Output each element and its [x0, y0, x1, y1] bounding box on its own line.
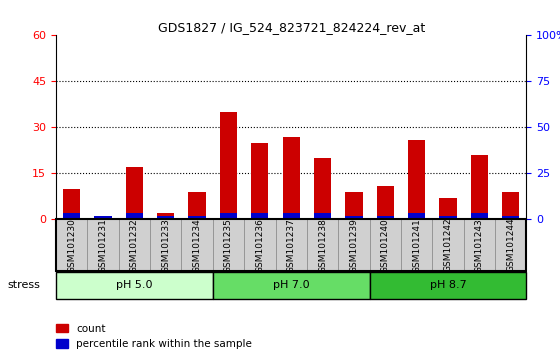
Bar: [346, 192, 362, 219]
Bar: [408, 140, 425, 219]
Text: GSM101240: GSM101240: [381, 218, 390, 273]
FancyBboxPatch shape: [213, 272, 370, 299]
FancyBboxPatch shape: [307, 219, 338, 271]
FancyBboxPatch shape: [244, 219, 276, 271]
Text: GSM101234: GSM101234: [193, 218, 202, 273]
Bar: [157, 213, 174, 219]
Bar: [471, 213, 488, 219]
Bar: [346, 216, 362, 219]
FancyBboxPatch shape: [495, 219, 526, 271]
Bar: [220, 213, 237, 219]
Text: GSM101232: GSM101232: [130, 218, 139, 273]
Text: pH 5.0: pH 5.0: [116, 280, 153, 290]
Bar: [283, 137, 300, 219]
Text: GSM101235: GSM101235: [224, 218, 233, 273]
FancyBboxPatch shape: [464, 219, 495, 271]
Bar: [251, 213, 268, 219]
Title: GDS1827 / IG_524_823721_824224_rev_at: GDS1827 / IG_524_823721_824224_rev_at: [157, 21, 425, 34]
FancyBboxPatch shape: [119, 219, 150, 271]
FancyBboxPatch shape: [181, 219, 213, 271]
FancyBboxPatch shape: [150, 219, 181, 271]
FancyBboxPatch shape: [276, 219, 307, 271]
Bar: [95, 216, 111, 219]
Bar: [189, 216, 206, 219]
Text: GSM101244: GSM101244: [506, 218, 515, 273]
FancyBboxPatch shape: [87, 219, 119, 271]
Bar: [126, 167, 143, 219]
FancyBboxPatch shape: [56, 219, 87, 271]
Text: GSM101242: GSM101242: [444, 218, 452, 273]
Bar: [408, 213, 425, 219]
Bar: [440, 198, 456, 219]
Bar: [251, 143, 268, 219]
FancyBboxPatch shape: [213, 219, 244, 271]
FancyBboxPatch shape: [56, 272, 213, 299]
FancyBboxPatch shape: [432, 219, 464, 271]
Text: GSM101237: GSM101237: [287, 218, 296, 273]
Text: pH 7.0: pH 7.0: [273, 280, 310, 290]
Text: GSM101238: GSM101238: [318, 218, 327, 273]
Legend: count, percentile rank within the sample: count, percentile rank within the sample: [55, 324, 253, 349]
Bar: [220, 112, 237, 219]
FancyBboxPatch shape: [338, 219, 370, 271]
Text: stress: stress: [7, 280, 40, 290]
Bar: [377, 186, 394, 219]
Text: pH 8.7: pH 8.7: [430, 280, 466, 290]
Text: GSM101233: GSM101233: [161, 218, 170, 273]
Text: GSM101239: GSM101239: [349, 218, 358, 273]
Text: GSM101241: GSM101241: [412, 218, 421, 273]
Text: GSM101236: GSM101236: [255, 218, 264, 273]
Bar: [283, 213, 300, 219]
Bar: [126, 213, 143, 219]
Bar: [440, 216, 456, 219]
Bar: [314, 213, 331, 219]
Bar: [502, 216, 519, 219]
Text: GSM101243: GSM101243: [475, 218, 484, 273]
Text: GSM101230: GSM101230: [67, 218, 76, 273]
Bar: [63, 189, 80, 219]
Bar: [157, 216, 174, 219]
Bar: [63, 213, 80, 219]
FancyBboxPatch shape: [401, 219, 432, 271]
Bar: [314, 158, 331, 219]
Text: GSM101231: GSM101231: [99, 218, 108, 273]
Bar: [189, 192, 206, 219]
FancyBboxPatch shape: [370, 219, 401, 271]
FancyBboxPatch shape: [370, 272, 526, 299]
Bar: [95, 216, 111, 219]
Bar: [502, 192, 519, 219]
Bar: [377, 216, 394, 219]
Bar: [471, 155, 488, 219]
